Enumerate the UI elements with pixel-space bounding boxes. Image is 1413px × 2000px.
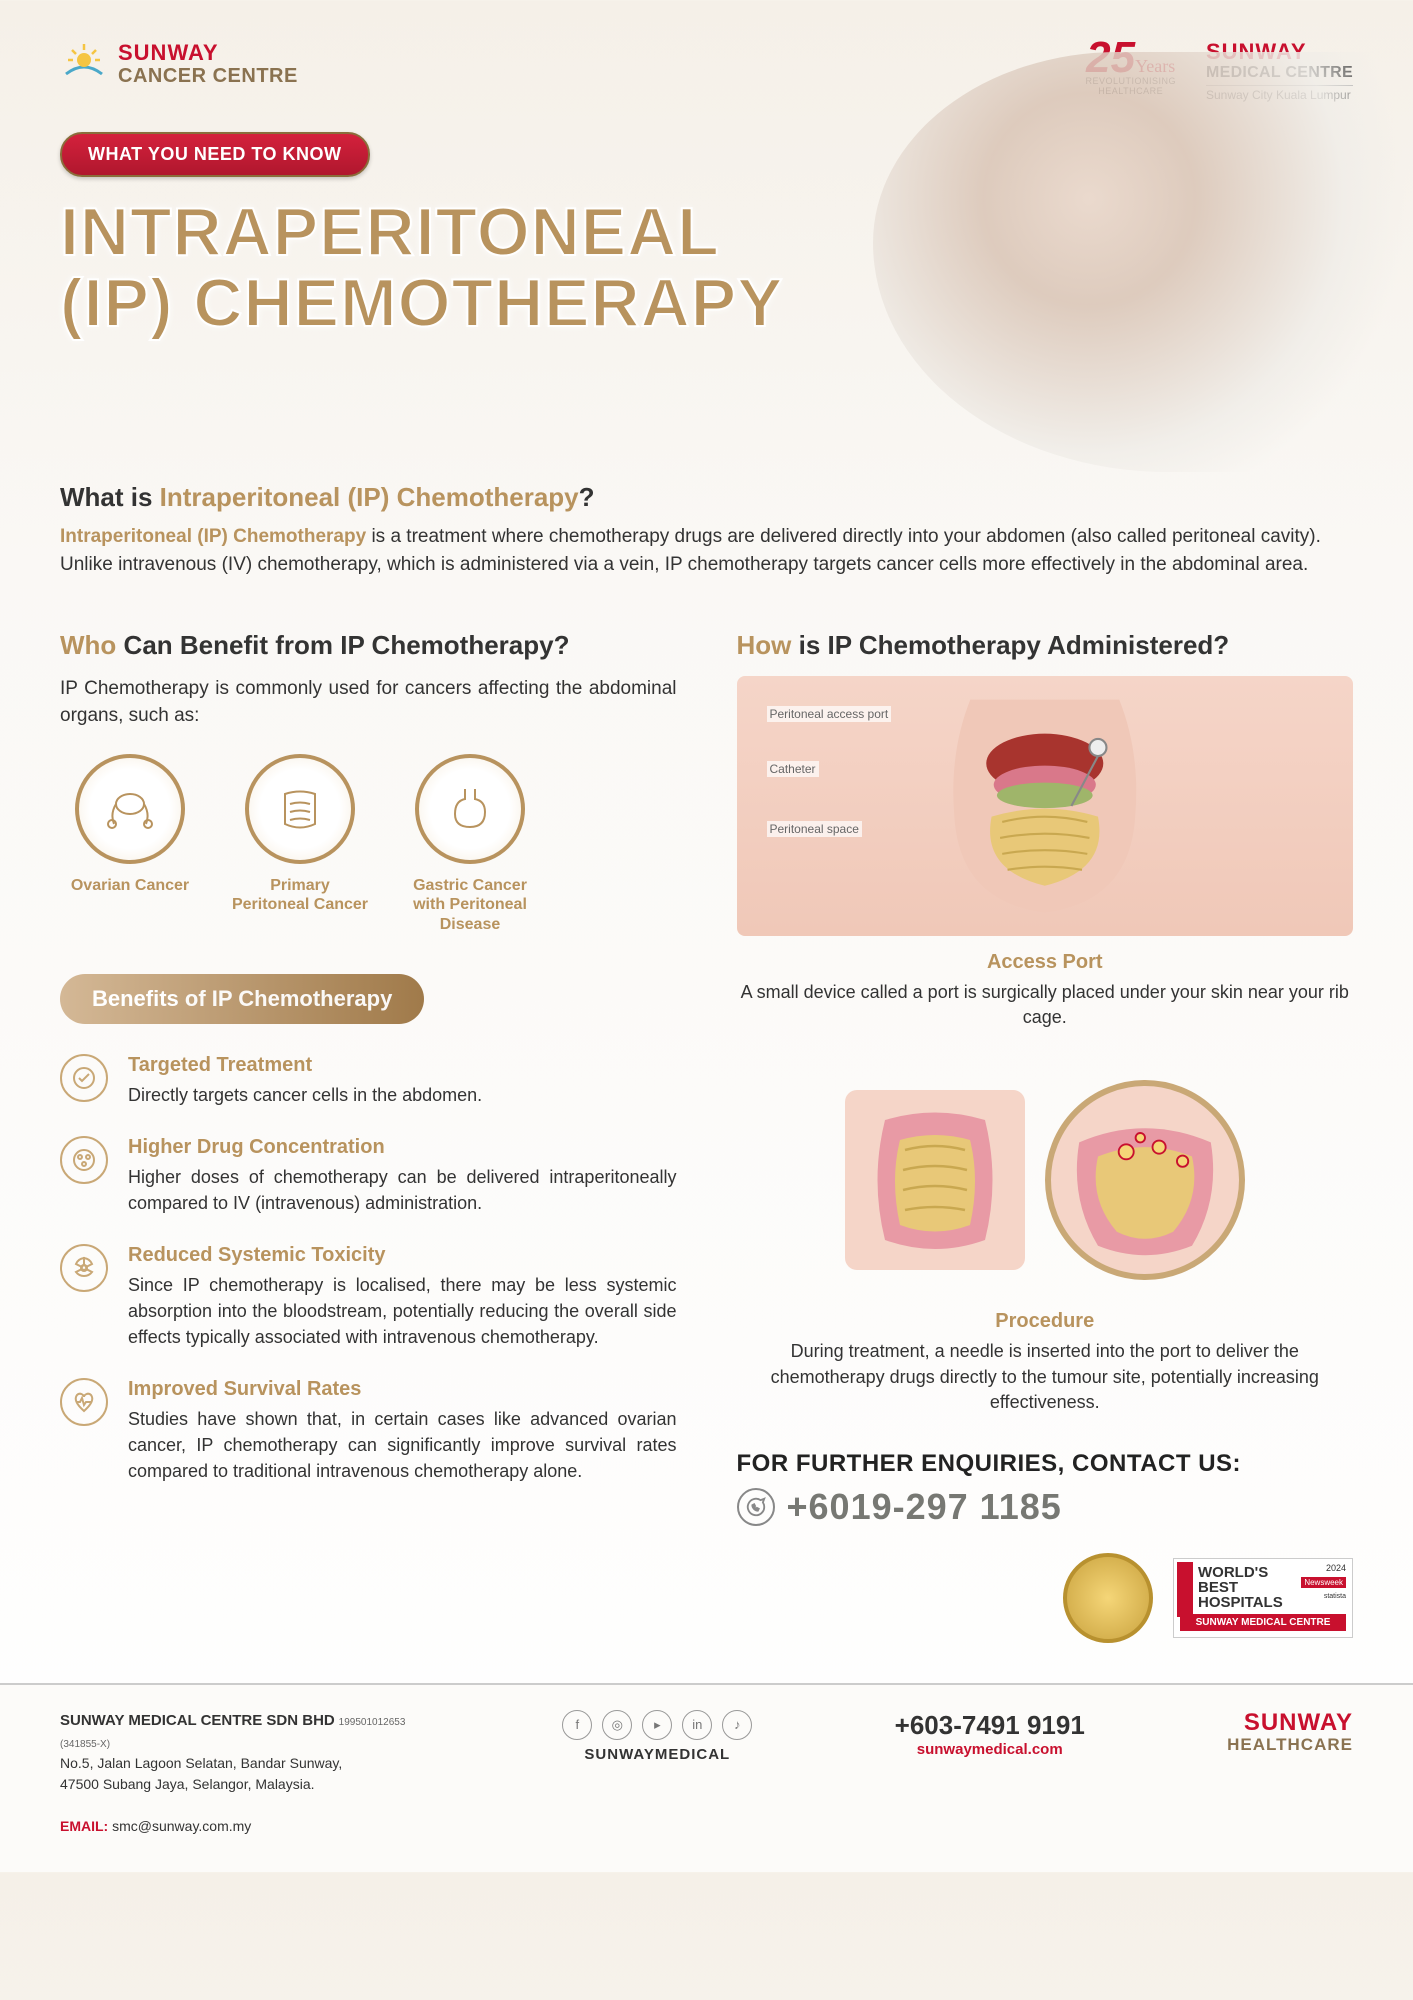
linkedin-icon[interactable]: in xyxy=(682,1710,712,1740)
page-title-line1: INTRAPERITONEAL xyxy=(60,197,960,268)
access-port-desc: Access Port A small device called a port… xyxy=(737,951,1354,1030)
benefit-toxicity: Reduced Systemic Toxicity Since IP chemo… xyxy=(60,1244,677,1350)
who-intro: IP Chemotherapy is commonly used for can… xyxy=(60,676,677,729)
intro-section: What is Intraperitoneal (IP) Chemotherap… xyxy=(60,482,1340,580)
contact-section: FOR FURTHER ENQUIRIES, CONTACT US: +6019… xyxy=(737,1450,1354,1528)
intestine-illustration xyxy=(845,1090,1025,1270)
sun-icon xyxy=(60,40,108,88)
quality-seal-icon xyxy=(1063,1553,1153,1643)
right-column: How is IP Chemotherapy Administered? Per… xyxy=(737,630,1354,1643)
awards-row: WORLD'S BEST HOSPITALS 2024 Newsweek sta… xyxy=(737,1553,1354,1643)
brand-sub: CANCER CENTRE xyxy=(118,65,298,87)
left-column: Who Can Benefit from IP Chemotherapy? IP… xyxy=(60,630,677,1643)
heart-rate-icon xyxy=(60,1378,108,1426)
torso-illustration xyxy=(829,689,1261,923)
whatsapp-contact[interactable]: +6019-297 1185 xyxy=(737,1486,1354,1528)
patient-photo xyxy=(873,52,1413,472)
diagram-label-port: Peritoneal access port xyxy=(767,706,892,722)
intro-body: Intraperitoneal (IP) Chemotherapy is a t… xyxy=(60,523,1340,580)
footer-social: f ◎ ▸ in ♪ SUNWAYMEDICAL xyxy=(562,1710,752,1763)
worlds-best-badge: WORLD'S BEST HOSPITALS 2024 Newsweek sta… xyxy=(1173,1558,1353,1638)
anatomy-diagram: Peritoneal access port Catheter Peritone… xyxy=(737,676,1354,936)
benefit-targeted: Targeted Treatment Directly targets canc… xyxy=(60,1054,677,1108)
concentration-icon xyxy=(60,1136,108,1184)
benefit-survival: Improved Survival Rates Studies have sho… xyxy=(60,1378,677,1484)
facebook-icon[interactable]: f xyxy=(562,1710,592,1740)
cancer-ovarian: Ovarian Cancer xyxy=(60,754,200,934)
diagram-label-catheter: Catheter xyxy=(767,761,819,777)
footer-address: SUNWAY MEDICAL CENTRE SDN BHD 1995010126… xyxy=(60,1710,420,1838)
zoom-illustration xyxy=(1045,1080,1245,1280)
procedure-diagram xyxy=(737,1065,1354,1295)
footer: SUNWAY MEDICAL CENTRE SDN BHD 1995010126… xyxy=(0,1683,1413,1873)
contact-title: FOR FURTHER ENQUIRIES, CONTACT US: xyxy=(737,1450,1354,1478)
footer-phone-number[interactable]: +603-7491 9191 xyxy=(895,1710,1085,1741)
page-title-line2: (IP) CHEMOTHERAPY xyxy=(60,268,960,339)
radiation-icon xyxy=(60,1244,108,1292)
who-heading: Who Can Benefit from IP Chemotherapy? xyxy=(60,630,677,661)
hero-section: WHAT YOU NEED TO KNOW INTRAPERITONEAL (I… xyxy=(60,132,1353,452)
info-badge: WHAT YOU NEED TO KNOW xyxy=(60,132,370,177)
intro-heading: What is Intraperitoneal (IP) Chemotherap… xyxy=(60,482,1340,513)
tiktok-icon[interactable]: ♪ xyxy=(722,1710,752,1740)
how-heading: How is IP Chemotherapy Administered? xyxy=(737,630,1354,661)
footer-website[interactable]: sunwaymedical.com xyxy=(895,1741,1085,1758)
whatsapp-number: +6019-297 1185 xyxy=(787,1486,1062,1528)
youtube-icon[interactable]: ▸ xyxy=(642,1710,672,1740)
benefit-concentration: Higher Drug Concentration Higher doses o… xyxy=(60,1136,677,1216)
social-handle: SUNWAYMEDICAL xyxy=(562,1746,752,1763)
whatsapp-icon xyxy=(737,1488,775,1526)
footer-contact: +603-7491 9191 sunwaymedical.com xyxy=(895,1710,1085,1758)
target-icon xyxy=(60,1054,108,1102)
cancer-gastric: Gastric Cancer with Peritoneal Disease xyxy=(400,754,540,934)
footer-email[interactable]: smc@sunway.com.my xyxy=(112,1818,251,1834)
diagram-label-space: Peritoneal space xyxy=(767,821,862,837)
brand-text: SUNWAY xyxy=(118,41,298,65)
healthcare-logo: SUNWAY HEALTHCARE xyxy=(1227,1710,1353,1755)
gastric-icon xyxy=(440,779,500,839)
peritoneal-icon xyxy=(270,779,330,839)
benefits-pill: Benefits of IP Chemotherapy xyxy=(60,974,424,1024)
ovarian-icon xyxy=(100,779,160,839)
cancer-types-row: Ovarian Cancer Primary Peritoneal Cancer… xyxy=(60,754,677,934)
instagram-icon[interactable]: ◎ xyxy=(602,1710,632,1740)
procedure-desc: Procedure During treatment, a needle is … xyxy=(737,1310,1354,1415)
cancer-centre-logo: SUNWAY CANCER CENTRE xyxy=(60,40,298,88)
cancer-peritoneal: Primary Peritoneal Cancer xyxy=(230,754,370,934)
